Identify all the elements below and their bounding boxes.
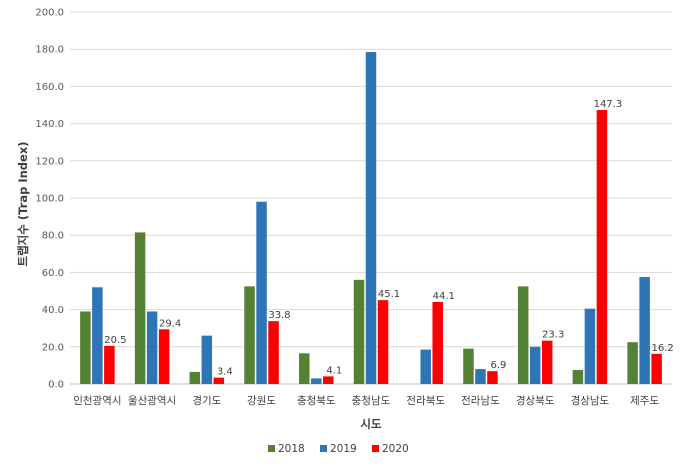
bar-2018 (80, 311, 91, 384)
bar-2019 (475, 369, 486, 384)
x-tick-label: 강원도 (247, 395, 276, 407)
bar-2019 (92, 287, 103, 384)
y-tick-label: 40.0 (42, 305, 64, 316)
data-label: 33.8 (268, 310, 290, 321)
x-tick-label: 경기도 (192, 394, 221, 407)
legend-label: 2018 (278, 443, 305, 455)
bar-2018 (244, 286, 255, 384)
x-axis-categories: 인천광역시 울산광역시 경기도 강원도 충청북도 충청남도 전라북도 전라남도 경상북도 경상남도… (73, 394, 659, 407)
x-tick-label: 전라북도 (406, 395, 445, 407)
bar-2018 (627, 342, 638, 384)
legend-swatch-2018 (268, 445, 275, 452)
bar-2019 (529, 346, 541, 384)
bar-2020 (377, 300, 389, 384)
x-tick-label: 경상남도 (571, 394, 610, 407)
bar-2019 (146, 311, 158, 384)
bar-2020 (268, 321, 279, 384)
y-tick-label: 140.0 (35, 119, 64, 130)
legend-swatch-2020 (372, 445, 379, 452)
legend-label: 2020 (382, 443, 409, 455)
x-tick-label: 충청남도 (352, 395, 391, 407)
data-labels: 20.5 29.4 3.4 33.8 4.1 45.1 44.1 6.9 23.3 147.3 16… (104, 99, 674, 378)
data-label: 4.1 (326, 365, 342, 376)
x-tick-label: 전라남도 (461, 395, 500, 407)
bar-2018 (517, 286, 529, 384)
legend-swatch-2019 (320, 445, 327, 452)
bar-2020 (158, 329, 170, 384)
x-tick-label: 충청북도 (297, 395, 336, 407)
bar-2019 (365, 51, 377, 385)
bar-2020 (541, 340, 553, 384)
bar-2018 (463, 348, 474, 384)
data-label: 45.1 (378, 289, 400, 300)
bar-2020 (104, 345, 115, 384)
x-tick-label: 인천광역시 (73, 395, 121, 407)
data-label: 44.1 (433, 291, 455, 302)
data-label: 20.5 (104, 335, 126, 346)
bar-2019 (584, 308, 596, 384)
y-tick-label: 180.0 (35, 45, 64, 56)
bar-2018 (134, 232, 146, 384)
bar-2019 (256, 201, 267, 384)
bar-2018 (572, 370, 584, 384)
bar-2020 (432, 301, 443, 384)
bar-2019 (420, 349, 431, 384)
y-tick-label: 160.0 (35, 82, 64, 93)
x-tick-label: 제주도 (630, 395, 659, 407)
bar-2019 (311, 378, 322, 384)
bar-2019 (201, 335, 213, 384)
y-tick-label: 200.0 (35, 8, 64, 19)
bar-2020 (213, 377, 225, 384)
x-tick-label: 경상북도 (516, 394, 555, 407)
y-tick-label: 80.0 (42, 231, 64, 242)
y-tick-label: 0.0 (48, 380, 64, 391)
bar-2018 (353, 279, 365, 384)
data-label: 16.2 (652, 343, 674, 354)
bar-2020 (596, 110, 608, 384)
y-axis-ticks: 0.0 20.0 40.0 60.0 80.0 100.0 120.0 140.0 160.0 1… (35, 8, 64, 391)
y-axis-title: 트랩지수 (Trap Index) (16, 142, 30, 267)
data-label: 3.4 (217, 367, 233, 378)
data-label: 147.3 (594, 99, 623, 110)
bar-2020 (651, 353, 662, 384)
y-tick-label: 60.0 (42, 268, 64, 279)
data-label: 29.4 (159, 318, 181, 329)
legend: 2018 2019 2020 (268, 443, 409, 455)
x-axis-title: 시도 (360, 417, 382, 431)
bar-2020 (487, 371, 498, 384)
bar-2018 (299, 353, 310, 384)
bar-2018 (189, 371, 201, 384)
y-tick-label: 120.0 (35, 156, 64, 167)
bar-2020 (323, 376, 334, 384)
y-tick-label: 100.0 (35, 194, 64, 205)
y-tick-label: 20.0 (42, 342, 64, 353)
legend-label: 2019 (330, 443, 357, 455)
bars (80, 51, 662, 385)
data-label: 6.9 (491, 360, 507, 371)
data-label: 23.3 (542, 330, 564, 341)
bar-2019 (639, 277, 650, 384)
x-tick-label: 울산광역시 (128, 395, 176, 407)
